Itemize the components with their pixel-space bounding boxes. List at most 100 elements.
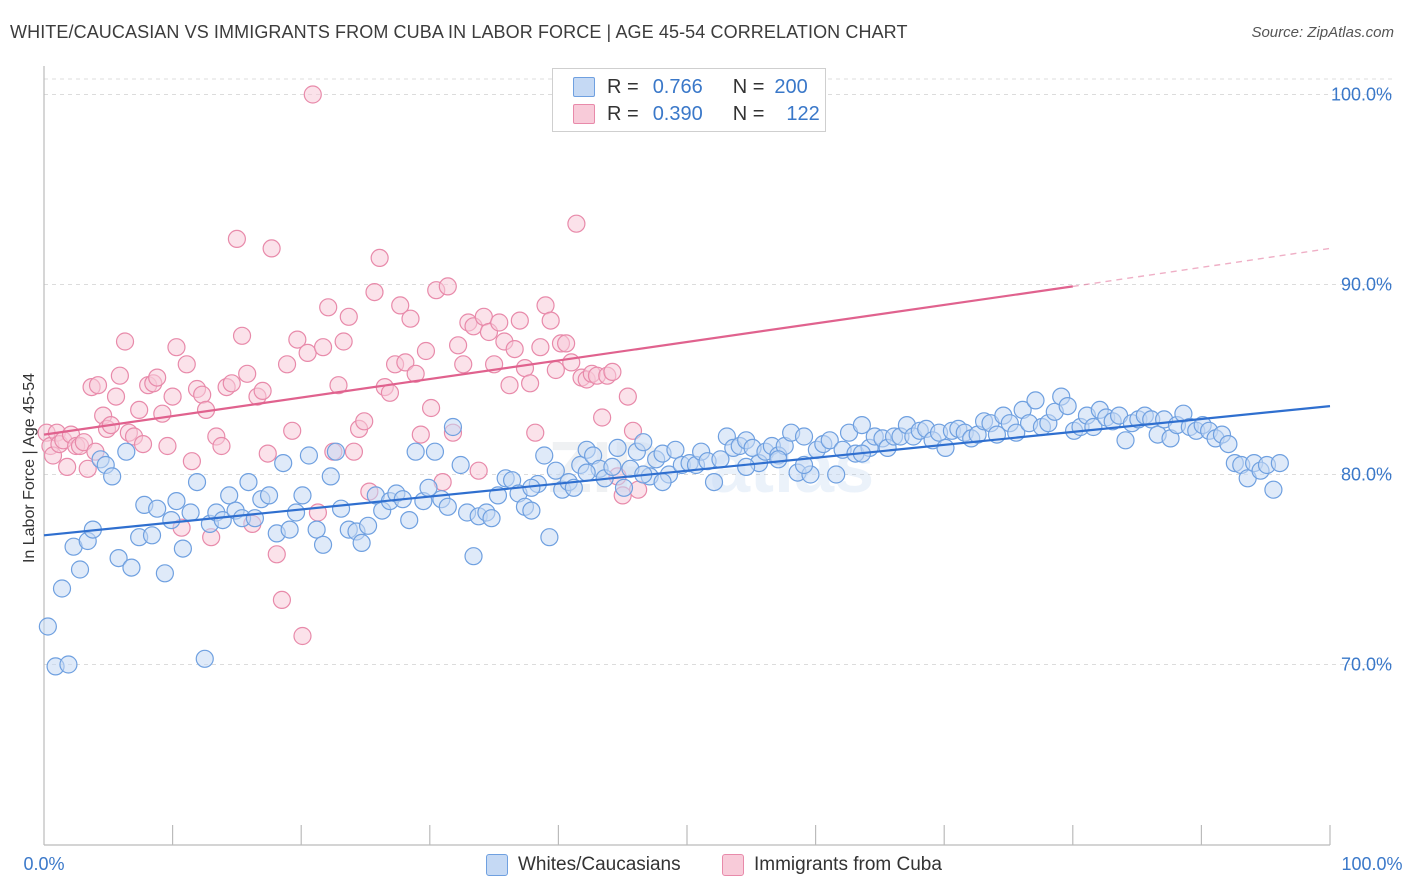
x-tick-label-max: 100.0% <box>1341 854 1402 874</box>
whites-point <box>577 463 596 482</box>
cuba-point <box>193 385 212 404</box>
whites-point <box>704 473 724 492</box>
whites-point <box>820 431 839 450</box>
cuba-trendline-extension <box>1072 247 1331 288</box>
cuba-point <box>370 248 389 267</box>
bottom-legend-whites[interactable]: Whites/Caucasians <box>486 852 681 878</box>
cuba-point <box>58 457 77 476</box>
legend-r-value-whites: 0.766 <box>652 75 703 98</box>
whites-point <box>245 509 265 528</box>
whites-point <box>794 455 814 475</box>
whites-point <box>794 427 814 446</box>
whites-point <box>239 473 258 492</box>
whites-point <box>117 442 136 461</box>
cuba-point <box>515 359 535 378</box>
whites-point <box>425 442 445 461</box>
legend-n-label: N = <box>732 75 765 98</box>
cuba-point <box>546 360 565 380</box>
legend-swatch-whites <box>573 77 595 97</box>
cuba-point <box>438 277 457 296</box>
bottom-legend-cuba[interactable]: Immigrants from Cuba <box>722 852 942 878</box>
whites-point <box>162 510 181 530</box>
cuba-point <box>115 332 135 351</box>
cuba-point <box>238 364 257 383</box>
legend-n-value-cuba: 122 <box>786 102 820 125</box>
chart-title: WHITE/CAUCASIAN VS IMMIGRANTS FROM CUBA … <box>10 22 908 42</box>
cuba-point <box>110 366 129 385</box>
cuba-point <box>355 412 374 431</box>
whites-point <box>38 617 57 636</box>
cuba-point <box>421 398 441 418</box>
cuba-point <box>334 332 353 351</box>
cuba-point <box>454 355 473 374</box>
cuba-point <box>88 376 108 395</box>
legend-n-label: N = <box>732 102 765 125</box>
whites-point <box>352 533 371 553</box>
cuba-point <box>258 444 277 463</box>
cuba-point <box>272 590 292 610</box>
whites-point <box>827 465 846 484</box>
y-axis-title: In Labor Force | Age 45-54 <box>21 373 38 563</box>
cuba-point <box>106 387 126 406</box>
whites-point <box>464 547 483 566</box>
whites-point <box>1058 397 1077 416</box>
whites-point <box>307 520 326 539</box>
cuba-point <box>227 229 246 248</box>
cuba-point <box>167 338 186 357</box>
cuba-point <box>490 313 509 332</box>
whites-point <box>546 461 565 480</box>
y-tick-labels: 70.0% 80.0% 90.0% 100.0% <box>1331 85 1392 675</box>
whites-point <box>769 450 788 469</box>
cuba-point <box>277 355 297 374</box>
y-tick-label: 80.0% <box>1341 465 1392 485</box>
whites-point <box>443 417 463 437</box>
whites-point <box>535 446 554 465</box>
cuba-point <box>536 296 555 315</box>
whites-point <box>603 457 622 476</box>
cuba-point <box>222 374 241 393</box>
cuba-point <box>365 283 384 302</box>
whites-point <box>451 455 470 475</box>
whites-point <box>1270 454 1289 473</box>
cuba-point <box>531 338 550 357</box>
legend-row-cuba: R = 0.390 N = 122 <box>573 102 820 126</box>
cuba-point <box>469 461 488 480</box>
cuba-point <box>163 387 182 406</box>
cuba-point <box>253 381 272 400</box>
whites-point <box>274 454 293 473</box>
cuba-point <box>603 362 622 381</box>
whites-point <box>1116 431 1135 450</box>
whites-point <box>737 457 756 476</box>
cuba-point <box>396 353 415 372</box>
cuba-point <box>319 298 338 317</box>
x-tick-label-min: 0.0% <box>23 854 64 874</box>
cuba-point <box>344 442 364 461</box>
cuba-point <box>130 400 149 419</box>
cuba-point <box>298 343 317 362</box>
legend-r-label: R = <box>607 75 639 98</box>
whites-point <box>59 655 78 674</box>
cuba-point <box>313 338 333 357</box>
y-tick-label: 70.0% <box>1341 655 1392 675</box>
legend-r-value-cuba: 0.390 <box>652 102 703 125</box>
whites-trendline <box>43 405 1331 537</box>
cuba-point <box>567 214 586 233</box>
whites-point <box>653 473 672 492</box>
cuba-point <box>406 364 425 383</box>
cuba-point <box>212 436 231 456</box>
cuba-point <box>177 355 196 374</box>
cuba-point <box>401 309 420 328</box>
whites-point <box>400 510 419 530</box>
whites-point <box>482 509 501 528</box>
cuba-point <box>329 376 348 395</box>
correlation-legend: R = 0.766 N = 200 R = 0.390 N = 122 <box>552 68 826 132</box>
cuba-point <box>267 545 286 564</box>
legend-r-label: R = <box>607 102 639 125</box>
y-tick-label: 90.0% <box>1341 275 1392 295</box>
cuba-trendline <box>43 285 1073 436</box>
cuba-point <box>153 404 172 423</box>
whites-point <box>259 486 279 505</box>
cuba-point <box>303 85 322 104</box>
series-cuba-points <box>37 85 648 646</box>
